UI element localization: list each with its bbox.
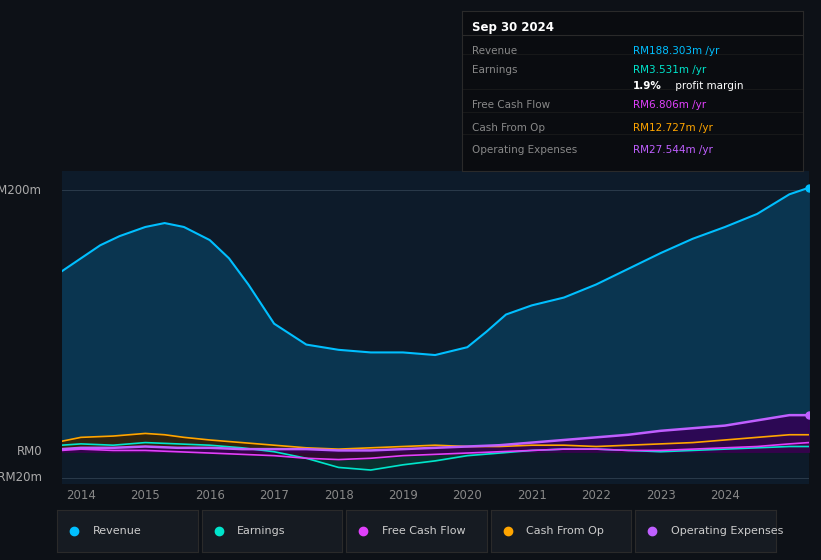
Text: -RM20m: -RM20m bbox=[0, 472, 42, 484]
Text: Revenue: Revenue bbox=[472, 46, 517, 56]
Text: Sep 30 2024: Sep 30 2024 bbox=[472, 21, 554, 34]
Text: RM27.544m /yr: RM27.544m /yr bbox=[632, 145, 713, 155]
Text: Revenue: Revenue bbox=[93, 526, 141, 535]
Text: RM200m: RM200m bbox=[0, 184, 42, 197]
Text: Earnings: Earnings bbox=[472, 66, 518, 75]
Text: Operating Expenses: Operating Expenses bbox=[472, 145, 578, 155]
Text: RM188.303m /yr: RM188.303m /yr bbox=[632, 46, 719, 56]
Text: Cash From Op: Cash From Op bbox=[526, 526, 604, 535]
Text: Free Cash Flow: Free Cash Flow bbox=[382, 526, 466, 535]
Text: Free Cash Flow: Free Cash Flow bbox=[472, 100, 551, 110]
Text: profit margin: profit margin bbox=[672, 81, 743, 91]
Text: Earnings: Earnings bbox=[237, 526, 286, 535]
Text: RM12.727m /yr: RM12.727m /yr bbox=[632, 123, 713, 133]
Text: Cash From Op: Cash From Op bbox=[472, 123, 545, 133]
Text: 1.9%: 1.9% bbox=[632, 81, 662, 91]
Text: RM3.531m /yr: RM3.531m /yr bbox=[632, 66, 706, 75]
Text: RM0: RM0 bbox=[16, 445, 42, 458]
Text: Operating Expenses: Operating Expenses bbox=[671, 526, 783, 535]
Text: RM6.806m /yr: RM6.806m /yr bbox=[632, 100, 706, 110]
